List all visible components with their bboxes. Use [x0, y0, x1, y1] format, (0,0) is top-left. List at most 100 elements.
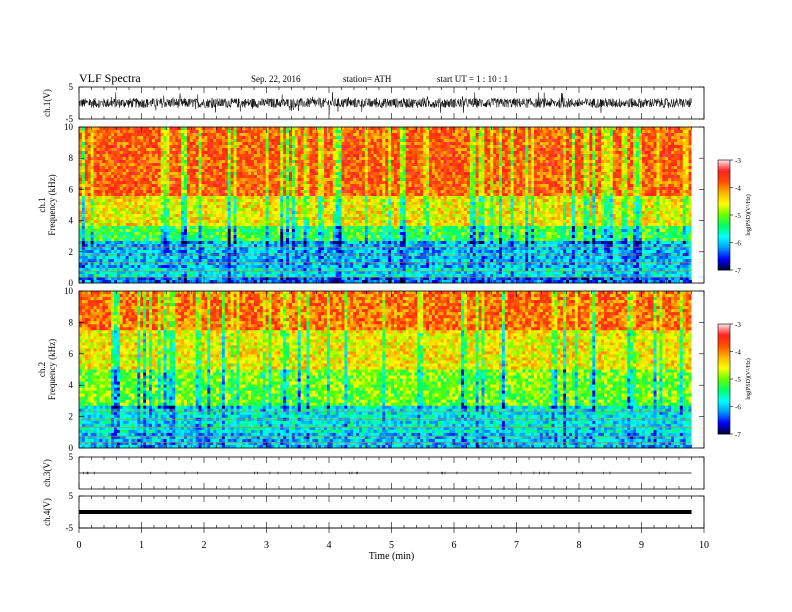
spectrogram-cell: [131, 259, 135, 263]
spectrogram-cell: [114, 277, 118, 281]
spectrogram-cell: [230, 259, 234, 263]
spectrogram-cell: [256, 250, 261, 254]
spectrogram-cell: [224, 127, 229, 131]
spectrogram-cell: [90, 142, 94, 146]
spectrogram-cell: [259, 268, 264, 272]
spectrogram-cell: [81, 130, 86, 134]
spectrogram-cell: [201, 145, 205, 149]
spectrogram-cell: [262, 193, 267, 197]
spectrogram-cell: [99, 256, 103, 260]
spectrogram-cell: [163, 157, 167, 161]
spectrogram-cell: [262, 217, 267, 221]
spectrogram-cell: [181, 211, 185, 215]
spectrogram-cell: [87, 142, 92, 146]
spectrogram-cell: [347, 139, 351, 143]
spectrogram-cell: [245, 259, 249, 263]
spectrogram-cell: [186, 154, 191, 158]
spectrogram-cell: [195, 139, 199, 143]
spectrogram-cell: [338, 238, 342, 242]
spectrogram-cell: [175, 166, 179, 170]
spectrogram-cell: [172, 268, 176, 272]
spectrogram-cell: [306, 247, 310, 251]
spectrogram-cell: [219, 154, 223, 158]
spectrogram-cell: [294, 262, 299, 266]
spectrogram-cell: [262, 277, 267, 281]
spectrogram-cell: [344, 232, 348, 236]
spectrogram-cell: [227, 169, 232, 173]
spectrogram-cell: [297, 241, 302, 245]
spectrogram-cell: [134, 214, 138, 218]
spectrogram-cell: [140, 214, 144, 218]
spectrogram-cell: [338, 274, 342, 278]
spectrogram-cell: [184, 217, 188, 221]
spectrogram-cell: [262, 187, 267, 191]
spectrogram-cell: [201, 139, 205, 143]
spectrogram-cell: [347, 181, 351, 185]
spectrogram-cell: [122, 178, 127, 182]
spectrogram-cell: [286, 250, 290, 254]
spectrogram-cell: [271, 136, 275, 140]
spectrogram-cell: [224, 244, 229, 248]
spectrogram-cell: [297, 208, 302, 212]
spectrogram-cell: [294, 175, 299, 179]
spectrogram-cell: [163, 193, 167, 197]
spectrogram-cell: [137, 256, 141, 260]
spectrogram-cell: [224, 139, 229, 143]
spectrogram-cell: [265, 220, 269, 224]
spectrogram-cell: [309, 193, 313, 197]
spectrogram-cell: [84, 142, 89, 146]
spectrogram-cell: [213, 220, 217, 224]
spectrogram-cell: [224, 226, 229, 230]
spectrogram-cell: [239, 160, 243, 164]
spectrogram-cell: [262, 226, 267, 230]
spectrogram-cell: [315, 202, 319, 206]
spectrogram-cell: [90, 250, 94, 254]
spectrogram-cell: [233, 232, 237, 236]
spectrogram-cell: [178, 241, 182, 245]
spectrogram-cell: [204, 172, 208, 176]
spectrogram-cell: [259, 142, 264, 146]
spectrogram-cell: [265, 202, 269, 206]
spectrogram-cell: [324, 244, 328, 248]
spectrogram-cell: [99, 178, 103, 182]
spectrogram-cell: [172, 202, 176, 206]
spectrogram-cell: [210, 193, 214, 197]
spectrogram-cell: [230, 184, 234, 188]
spectrogram-cell: [344, 196, 348, 200]
spectrogram-cell: [102, 235, 106, 239]
spectrogram-cell: [181, 205, 185, 209]
spectrogram-cell: [326, 244, 331, 248]
spectrogram-cell: [111, 232, 115, 236]
spectrogram-cell: [149, 265, 153, 269]
spectrogram-cell: [134, 127, 138, 131]
spectrogram-cell: [119, 157, 124, 161]
spectrogram-cell: [140, 265, 144, 269]
spectrogram-cell: [137, 259, 141, 263]
spectrogram-cell: [262, 280, 267, 284]
spectrogram-cell: [315, 211, 319, 215]
spectrogram-cell: [233, 199, 237, 203]
spectrogram-cell: [338, 226, 342, 230]
spectrogram-cell: [321, 145, 325, 149]
spectrogram-cell: [344, 274, 348, 278]
spectrogram-cell: [219, 223, 223, 227]
spectrogram-cell: [318, 247, 322, 251]
spectrogram-cell: [125, 235, 129, 239]
spectrogram-cell: [198, 175, 202, 179]
spectrogram-cell: [216, 262, 220, 266]
spectrogram-cell: [125, 262, 129, 266]
spectrogram-cell: [151, 199, 156, 203]
spectrogram-cell: [128, 148, 132, 152]
spectrogram-cell: [160, 160, 164, 164]
spectrogram-cell: [309, 265, 313, 269]
spectrogram-cell: [265, 199, 269, 203]
spectrogram-cell: [184, 202, 188, 206]
spectrogram-cell: [140, 247, 144, 251]
spectrogram-cell: [224, 169, 229, 173]
spectrogram-cell: [291, 256, 296, 260]
spectrogram-cell: [140, 154, 144, 158]
spectrogram-cell: [143, 151, 147, 155]
spectrogram-cell: [326, 142, 331, 146]
spectrogram-cell: [201, 241, 205, 245]
spectrogram-cell: [108, 127, 112, 131]
